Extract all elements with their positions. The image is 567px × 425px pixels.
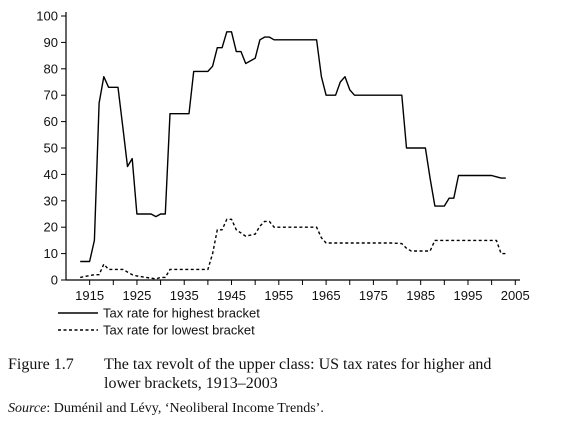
x-tick-label: 1945 xyxy=(217,288,246,303)
x-tick-label: 1985 xyxy=(406,288,435,303)
y-tick-label: 70 xyxy=(44,88,58,103)
x-axis: 1915 1925 1935 1945 1955 1965 1975 1985 1995 2005 xyxy=(66,279,530,303)
x-tick-label: 1915 xyxy=(75,288,104,303)
x-tick-label: 1935 xyxy=(170,288,199,303)
legend-label-highest: Tax rate for highest bracket xyxy=(103,306,260,321)
y-tick-label: 10 xyxy=(44,246,58,261)
y-tick-label: 60 xyxy=(44,114,58,129)
y-tick-label: 30 xyxy=(44,193,58,208)
y-tick-label: 20 xyxy=(44,220,58,235)
x-tick-label: 1955 xyxy=(264,288,293,303)
y-tick-label: 0 xyxy=(51,273,58,288)
source-text: : Duménil and Lévy, ‘Neoliberal Income T… xyxy=(46,401,324,416)
y-axis: 0 10 20 30 40 50 60 70 80 90 100 xyxy=(36,9,67,288)
series-layer xyxy=(80,31,506,280)
y-tick-label: 80 xyxy=(44,61,58,76)
y-tick-label: 40 xyxy=(44,167,58,182)
y-tick-label: 100 xyxy=(36,9,58,24)
caption-line-1: The tax revolt of the upper class: US ta… xyxy=(104,356,492,373)
figure-number: Figure 1.7 xyxy=(8,356,74,373)
series-line-highest-bracket xyxy=(80,31,506,263)
series-line-lowest-bracket xyxy=(80,218,506,280)
y-tick-label: 90 xyxy=(44,35,58,50)
caption-line-2: lower brackets, 1913–2003 xyxy=(104,375,278,392)
x-tick-label: 1995 xyxy=(454,288,483,303)
x-tick-label: 1975 xyxy=(359,288,388,303)
x-tick-label: 1965 xyxy=(312,288,341,303)
y-tick-label: 50 xyxy=(44,141,58,156)
figure-caption: Figure 1.7 The tax revolt of the upper cl… xyxy=(8,355,563,393)
source-label: Source xyxy=(8,401,47,416)
legend-label-lowest: Tax rate for lowest bracket xyxy=(103,323,255,338)
x-tick-label: 2005 xyxy=(501,288,530,303)
source-note: Source: Duménil and Lévy, ‘Neoliberal In… xyxy=(8,400,563,418)
legend: Tax rate for highest bracket Tax rate for… xyxy=(58,306,260,338)
x-tick-label: 1925 xyxy=(122,288,151,303)
